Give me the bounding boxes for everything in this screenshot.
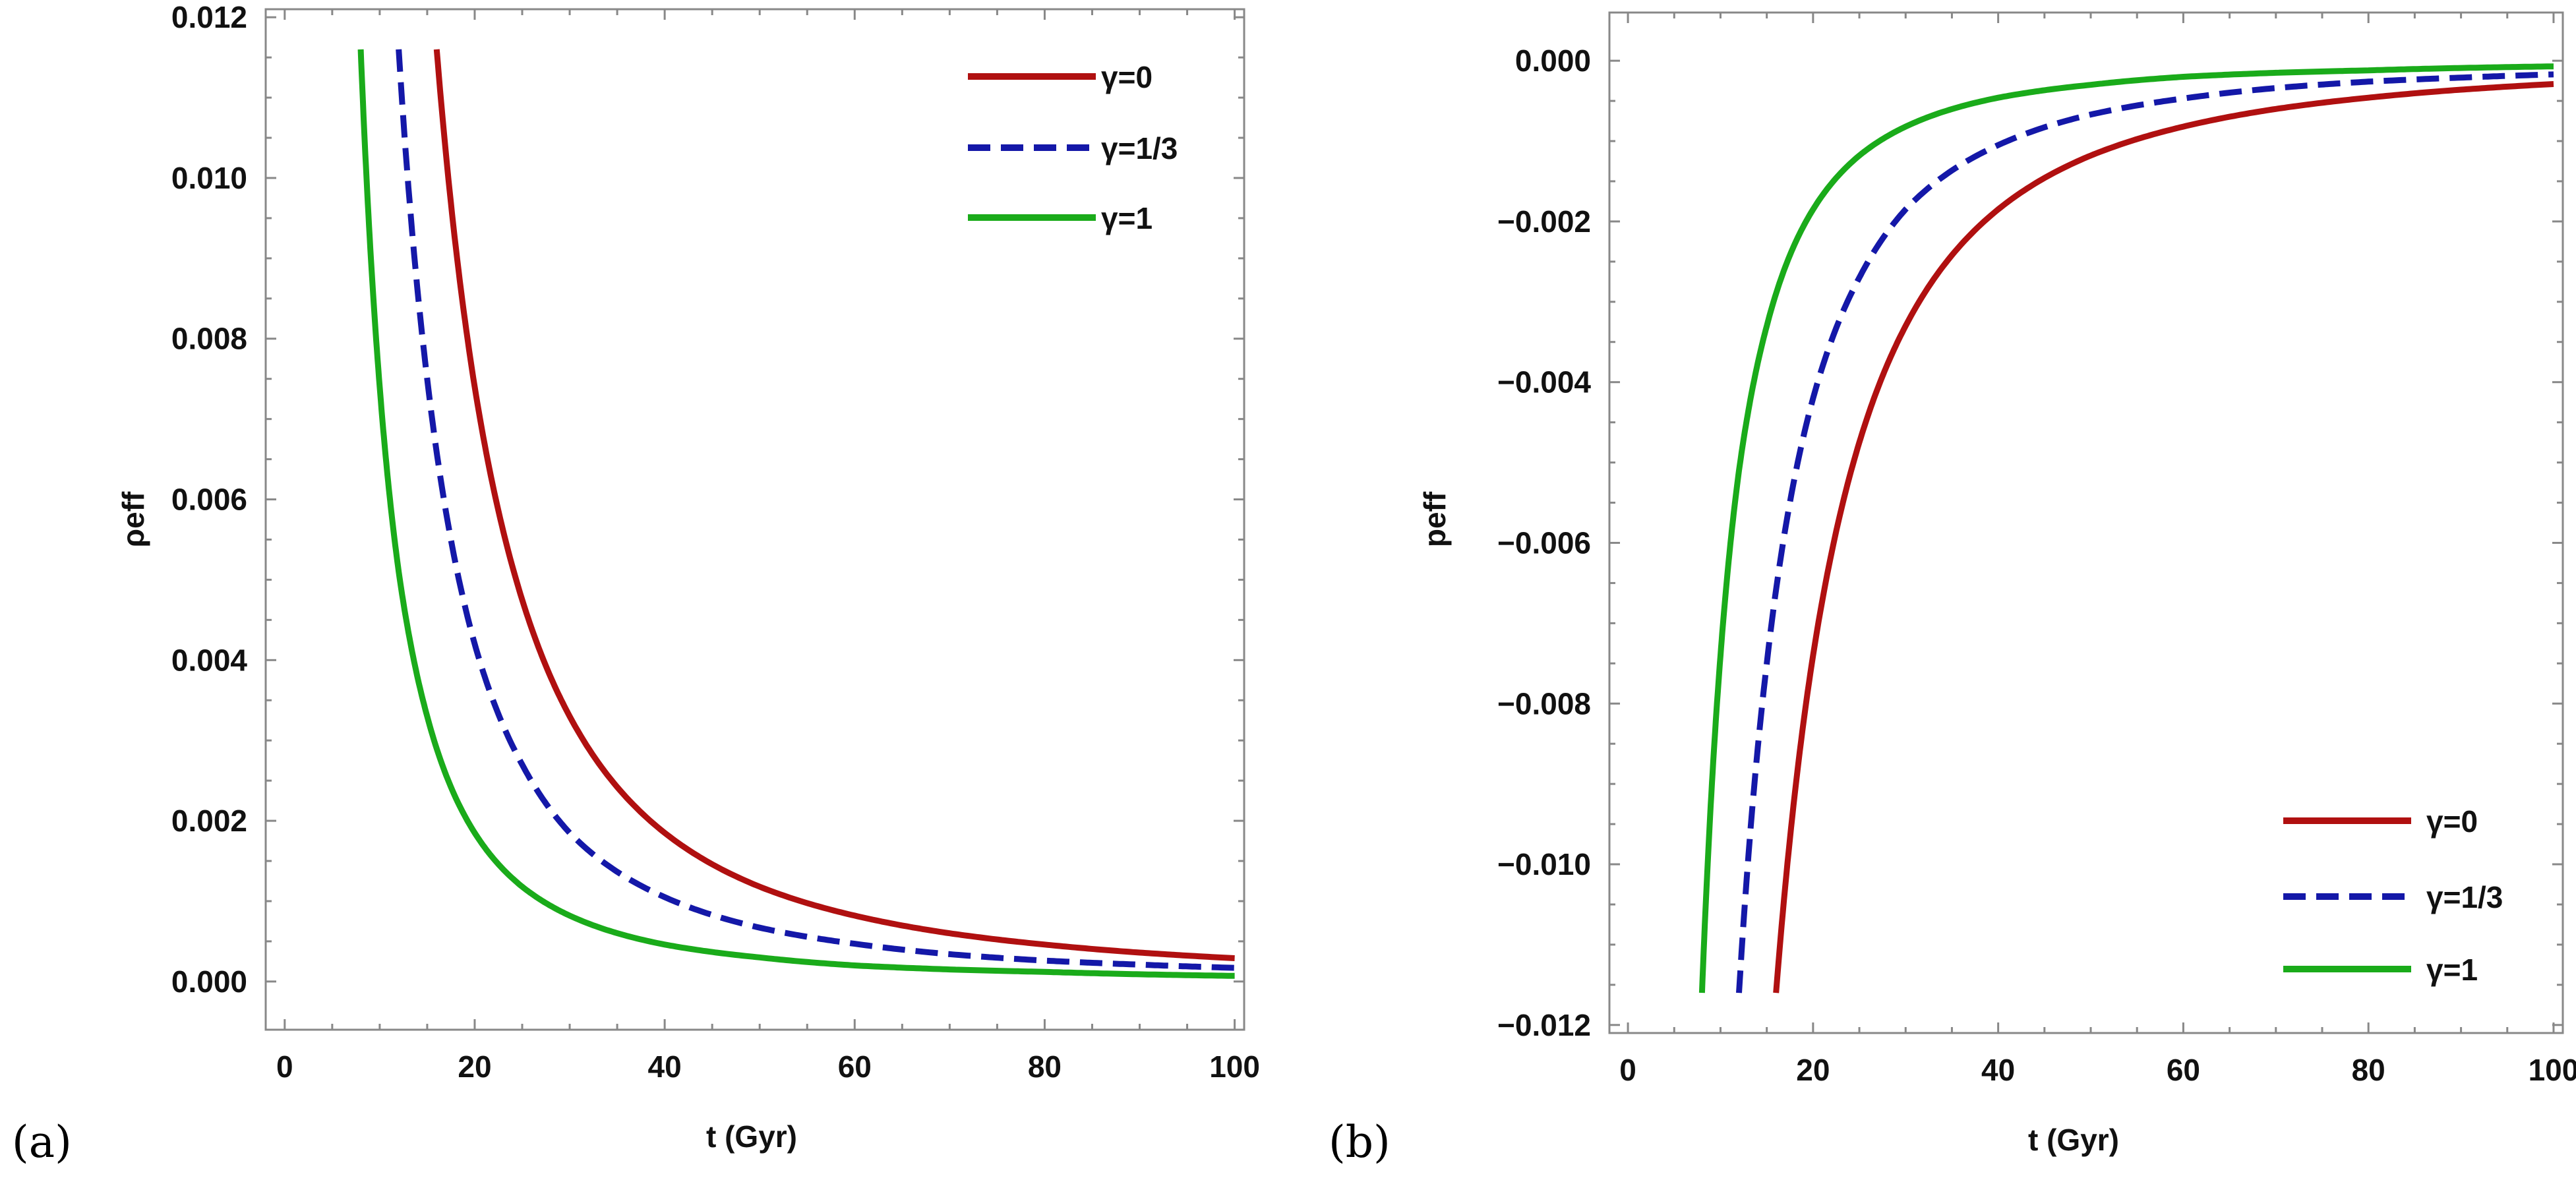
series-group-b <box>1698 63 2554 993</box>
series-line-1 <box>1736 71 2554 993</box>
y-tick-label: 0.004 <box>171 643 248 677</box>
y-tick-label: −0.004 <box>1497 365 1591 399</box>
legend-a: γ=0 γ=1/3 γ=1 <box>968 60 1178 235</box>
series-line-1 <box>396 49 1235 971</box>
x-tick-label: 20 <box>458 1049 491 1084</box>
x-tick-label: 80 <box>2352 1053 2385 1087</box>
y-tick-label: −0.010 <box>1497 847 1591 881</box>
x-tick-label: 0 <box>276 1049 293 1084</box>
series-line-2 <box>357 49 1235 979</box>
x-tick-label: 100 <box>1209 1049 1260 1084</box>
y-tick-label: 0.006 <box>171 483 247 517</box>
x-tick-label: 100 <box>2529 1053 2576 1087</box>
plot-frame-a <box>264 8 1245 1031</box>
panel-label-b: (b) <box>1329 1117 1391 1167</box>
panel-b: 0 20 40 60 80 100 −0.012 −0.010 −0.008 −0.006 −0.0… <box>1329 11 2576 1167</box>
y-tick-label: 0.000 <box>171 964 247 999</box>
gridless-ticks-a: 0 20 40 60 80 100 0.000 0.002 0.004 0.006 0.008 0.0… <box>171 0 1260 1084</box>
y-tick-label: −0.002 <box>1497 204 1591 239</box>
legend-b: γ=0 γ=1/3 γ=1 <box>2283 804 2503 987</box>
y-tick-label: 0.002 <box>171 804 247 838</box>
x-tick-label: 40 <box>648 1049 682 1084</box>
legend-text-b-2: γ=1 <box>2426 953 2478 987</box>
x-tick-label: 80 <box>1028 1049 1062 1084</box>
series-line-0 <box>1773 81 2554 993</box>
y-tick-label: 0.008 <box>171 322 247 356</box>
plot-frame-b <box>1608 11 2564 1034</box>
y-tick-label: −0.012 <box>1497 1008 1591 1042</box>
x-tick-label: 40 <box>1981 1053 2015 1087</box>
y-tick-label: 0.010 <box>171 161 247 195</box>
y-axis-label-a: ρeff <box>116 491 150 547</box>
x-tick-label: 20 <box>1796 1053 1830 1087</box>
y-axis-label-b: peff <box>1418 491 1452 547</box>
legend-text-b-1: γ=1/3 <box>2426 880 2503 914</box>
legend-text-a-1: γ=1/3 <box>1101 131 1178 165</box>
y-tick-label: −0.008 <box>1497 686 1591 721</box>
legend-text-b-0: γ=0 <box>2426 804 2478 839</box>
legend-text-a-0: γ=0 <box>1101 60 1153 94</box>
series-group-a <box>357 49 1235 979</box>
x-tick-label: 60 <box>838 1049 872 1084</box>
x-tick-label: 0 <box>1619 1053 1636 1087</box>
y-tick-label: 0.000 <box>1515 44 1591 78</box>
x-axis-label-a: t (Gyr) <box>706 1119 797 1154</box>
x-tick-label: 60 <box>2167 1053 2200 1087</box>
panel-label-a: (a) <box>12 1117 72 1167</box>
x-axis-label-b: t (Gyr) <box>2028 1123 2119 1157</box>
y-tick-label: −0.006 <box>1497 525 1591 560</box>
gridless-ticks-b: 0 20 40 60 80 100 −0.012 −0.010 −0.008 −0.006 −0.0… <box>1497 13 2576 1087</box>
panel-a: 0 20 40 60 80 100 0.000 0.002 0.004 0.006 0.008 0.0… <box>12 0 1260 1167</box>
series-line-2 <box>1698 63 2554 993</box>
y-tick-label: 0.012 <box>171 0 247 34</box>
series-line-0 <box>433 49 1235 961</box>
legend-text-a-2: γ=1 <box>1101 201 1153 235</box>
